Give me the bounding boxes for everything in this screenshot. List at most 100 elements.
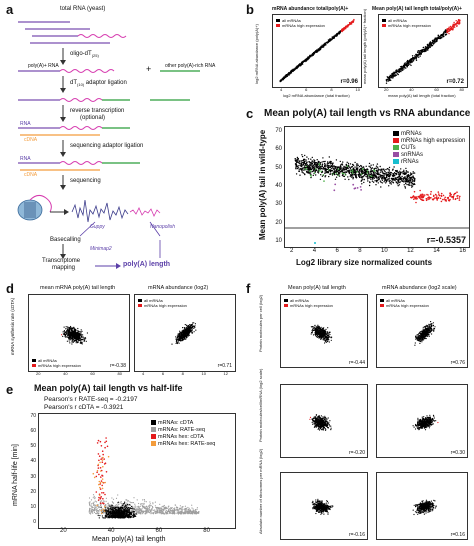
- scatter-point: [112, 517, 114, 519]
- scatter-point: [64, 331, 67, 333]
- scatter-point: [298, 169, 300, 171]
- scatter-point: [437, 197, 440, 199]
- scatter-point: [187, 333, 189, 335]
- scatter-point: [77, 327, 79, 330]
- scatter-point: [94, 508, 96, 510]
- scatter-point: [395, 173, 397, 176]
- scatter-point: [90, 508, 92, 510]
- c-legend-text-3: snRNAs: [401, 152, 424, 159]
- scatter-point: [411, 186, 413, 188]
- scatter-point: [67, 330, 69, 332]
- scatter-point: [385, 179, 388, 182]
- scatter-point: [173, 508, 175, 510]
- scatter-point: [132, 510, 134, 513]
- scatter-point: [71, 331, 73, 333]
- scatter-point: [353, 18, 355, 21]
- scatter-point: [315, 163, 318, 166]
- scatter-point: [437, 36, 439, 38]
- scatter-point: [320, 174, 322, 176]
- scatter-point: [140, 508, 142, 510]
- scatter-point: [385, 79, 388, 82]
- scatter-point: [304, 168, 306, 170]
- scatter-point: [110, 504, 112, 506]
- scatter-point: [89, 502, 91, 504]
- scatter-point: [391, 77, 394, 79]
- scatter-point: [186, 334, 188, 337]
- scatter-point: [395, 181, 398, 184]
- scatter-point: [188, 332, 190, 334]
- scatter-point: [192, 508, 194, 510]
- scatter-point: [446, 31, 448, 33]
- scatter-point: [383, 174, 385, 177]
- scatter-point: [174, 509, 176, 511]
- scatter-point: [352, 178, 354, 180]
- scatter-point: [370, 164, 372, 166]
- scatter-point: [369, 181, 371, 183]
- scatter-point: [397, 177, 400, 179]
- scatter-point: [122, 517, 124, 519]
- scatter-point: [322, 174, 325, 176]
- scatter-point: [368, 162, 371, 165]
- scatter-point: [394, 179, 396, 182]
- scatter-point: [341, 29, 343, 32]
- scatter-point: [324, 168, 326, 170]
- scatter-point: [123, 510, 125, 512]
- scatter-point: [110, 510, 112, 512]
- scatter-point: [344, 171, 347, 173]
- scatter-point: [103, 501, 105, 503]
- scatter-point: [111, 505, 113, 507]
- scatter-point: [177, 333, 179, 335]
- scatter-point: [409, 172, 412, 174]
- scatter-point: [321, 44, 323, 46]
- d-left-xtick-1: 40: [63, 371, 68, 376]
- scatter-point: [412, 195, 415, 197]
- scatter-point: [395, 177, 397, 180]
- scatter-point: [152, 503, 154, 505]
- scatter-point: [376, 163, 379, 165]
- scatter-point: [452, 23, 454, 25]
- scatter-point: [309, 161, 311, 164]
- scatter-point: [67, 334, 69, 336]
- scatter-point: [100, 506, 102, 508]
- scatter-point: [406, 64, 409, 67]
- scatter-point: [423, 194, 426, 196]
- scatter-point: [439, 35, 441, 38]
- scatter-point: [183, 334, 185, 336]
- scatter-point: [301, 171, 303, 173]
- panel-a-schematic: total RNA (yeast) oligo-dT(25) poly(A)+ …: [0, 0, 240, 275]
- scatter-point: [347, 25, 349, 27]
- scatter-point: [76, 331, 79, 333]
- scatter-point: [343, 166, 345, 168]
- scatter-point: [177, 338, 179, 340]
- scatter-point: [74, 333, 76, 335]
- scatter-point: [409, 179, 411, 181]
- scatter-point: [321, 161, 323, 163]
- scatter-point: [316, 162, 318, 165]
- scatter-point: [143, 502, 145, 504]
- scatter-point: [175, 339, 178, 342]
- scatter-point: [154, 510, 156, 512]
- scatter-point: [314, 170, 316, 172]
- scatter-point: [412, 176, 415, 179]
- scatter-point: [389, 77, 391, 79]
- adaptor-ligation-label: dT(10) adaptor ligation: [70, 80, 127, 87]
- scatter-point: [388, 166, 391, 169]
- scatter-point: [302, 162, 304, 164]
- mapping-label: mapping: [52, 265, 76, 271]
- scatter-point: [405, 180, 407, 182]
- scatter-point: [171, 343, 173, 345]
- scatter-point: [421, 49, 424, 51]
- scatter-point: [181, 513, 183, 515]
- scatter-point: [378, 172, 380, 174]
- scatter-point: [176, 510, 178, 512]
- scatter-point: [150, 511, 152, 513]
- scatter-point: [81, 341, 83, 343]
- scatter-point: [68, 338, 70, 340]
- scatter-point: [430, 44, 432, 47]
- scatter-point: [118, 515, 120, 517]
- scatter-point: [151, 509, 153, 511]
- scatter-point: [312, 170, 314, 173]
- scatter-point: [428, 42, 431, 45]
- scatter-point: [315, 165, 317, 168]
- scatter-point: [112, 512, 114, 515]
